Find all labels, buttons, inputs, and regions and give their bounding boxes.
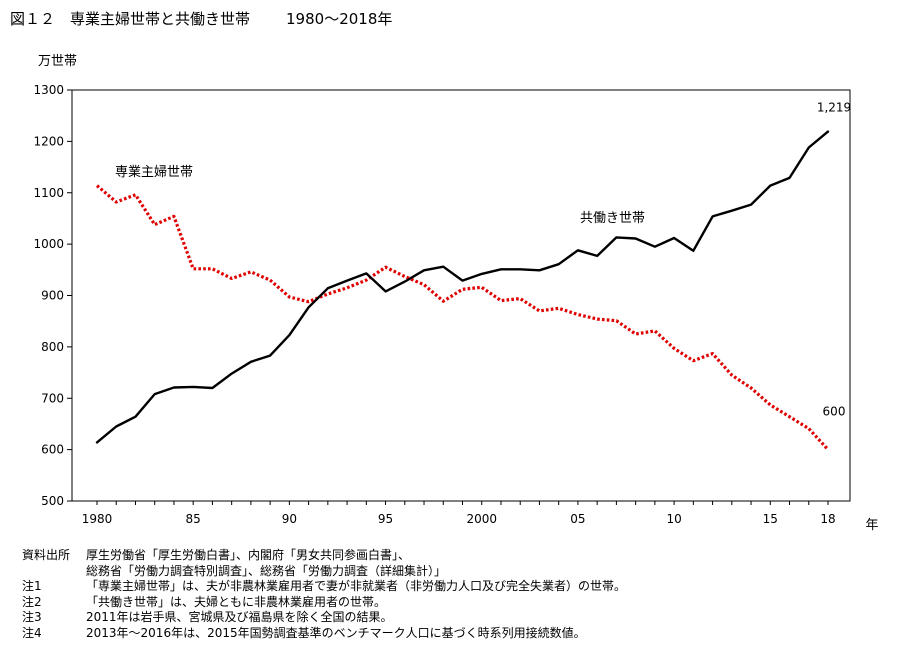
value-label-housewife: 600	[823, 405, 846, 419]
y-tick-label: 1000	[33, 237, 64, 251]
note-row: 注2 「共働き世帯」は、夫婦ともに非農林業雇用者の世帯。	[22, 595, 626, 611]
x-tick-label: 90	[282, 512, 297, 526]
y-tick-label: 1100	[33, 186, 64, 200]
plot-frame	[71, 89, 851, 502]
line-chart: 500 600 700 800 900 1000 1100 1200 1300 1980 85 90 9…	[33, 83, 878, 533]
note-label: 注1	[22, 579, 42, 593]
y-tick-label: 500	[41, 494, 64, 508]
x-tick-label: 95	[378, 512, 393, 526]
y-tick-label: 600	[41, 443, 64, 457]
y-axis-unit: 万世帯	[38, 54, 78, 69]
y-tick-label: 900	[41, 289, 64, 303]
y-tick-label: 1300	[33, 83, 64, 97]
note-row: 注1 「専業主婦世帯」は、夫が非農林業雇用者で妻が非就業者（非労働力人口及び完全失…	[22, 579, 626, 595]
x-tick-label: 05	[570, 512, 585, 526]
note-text: 「専業主婦世帯」は、夫が非農林業雇用者で妻が非就業者（非労働力人口及び完全失業者…	[86, 579, 627, 593]
note-label: 注4	[22, 625, 42, 640]
note-text: 総務省「労働力調査特別調査」、総務省「労働力調査（詳細集計）」	[86, 563, 447, 578]
x-tick-label: 1980	[82, 512, 113, 526]
chart-title: 図１２ 専業主婦世帯と共働き世帯 1980～2018年	[10, 8, 392, 29]
series-label-housewife: 専業主婦世帯	[115, 164, 193, 180]
note-label: 資料出所	[22, 548, 71, 562]
x-tick-label: 85	[186, 512, 201, 526]
y-tick-label: 800	[41, 340, 64, 354]
note-text: 2011年は岩手県、宮城県及び福島県を除く全国の結果。	[86, 610, 393, 624]
x-tick-label: 2000	[466, 512, 497, 526]
x-tick-label: 15	[763, 512, 778, 526]
x-axis-label: 年	[865, 518, 878, 533]
value-label-dual-income: 1,219	[817, 101, 851, 115]
title-period: 1980～2018年	[286, 10, 393, 28]
series-label-dual-income: 共働き世帯	[580, 211, 645, 226]
note-row: 注4 2013年～2016年は、2015年国勢調査基準のベンチマーク人口に基づく時…	[22, 626, 626, 642]
title-main: 図１２ 専業主婦世帯と共働き世帯	[10, 10, 251, 28]
source-notes: 資料出所 厚生労働省「厚生労働白書」、内閣府「男女共同参画白書」、 総務省「労働力…	[22, 548, 626, 641]
x-tick-label: 18	[820, 512, 835, 526]
note-row: 資料出所 厚生労働省「厚生労働白書」、内閣府「男女共同参画白書」、	[22, 548, 626, 564]
note-text: 「共働き世帯」は、夫婦ともに非農林業雇用者の世帯。	[86, 594, 387, 609]
note-label: 注2	[22, 594, 42, 609]
series-line-housewife	[95, 184, 830, 451]
note-text: 厚生労働省「厚生労働白書」、内閣府「男女共同参画白書」、	[86, 548, 411, 562]
note-row: 総務省「労働力調査特別調査」、総務省「労働力調査（詳細集計）」	[22, 564, 626, 580]
note-row: 注3 2011年は岩手県、宮城県及び福島県を除く全国の結果。	[22, 610, 626, 626]
note-text: 2013年～2016年は、2015年国勢調査基準のベンチマーク人口に基づく時系列…	[86, 625, 586, 640]
y-tick-label: 700	[41, 391, 64, 405]
series-line-dual-income	[95, 130, 830, 444]
y-tick-label: 1200	[33, 134, 64, 148]
note-label: 注3	[22, 610, 42, 624]
x-tick-label: 10	[666, 512, 681, 526]
